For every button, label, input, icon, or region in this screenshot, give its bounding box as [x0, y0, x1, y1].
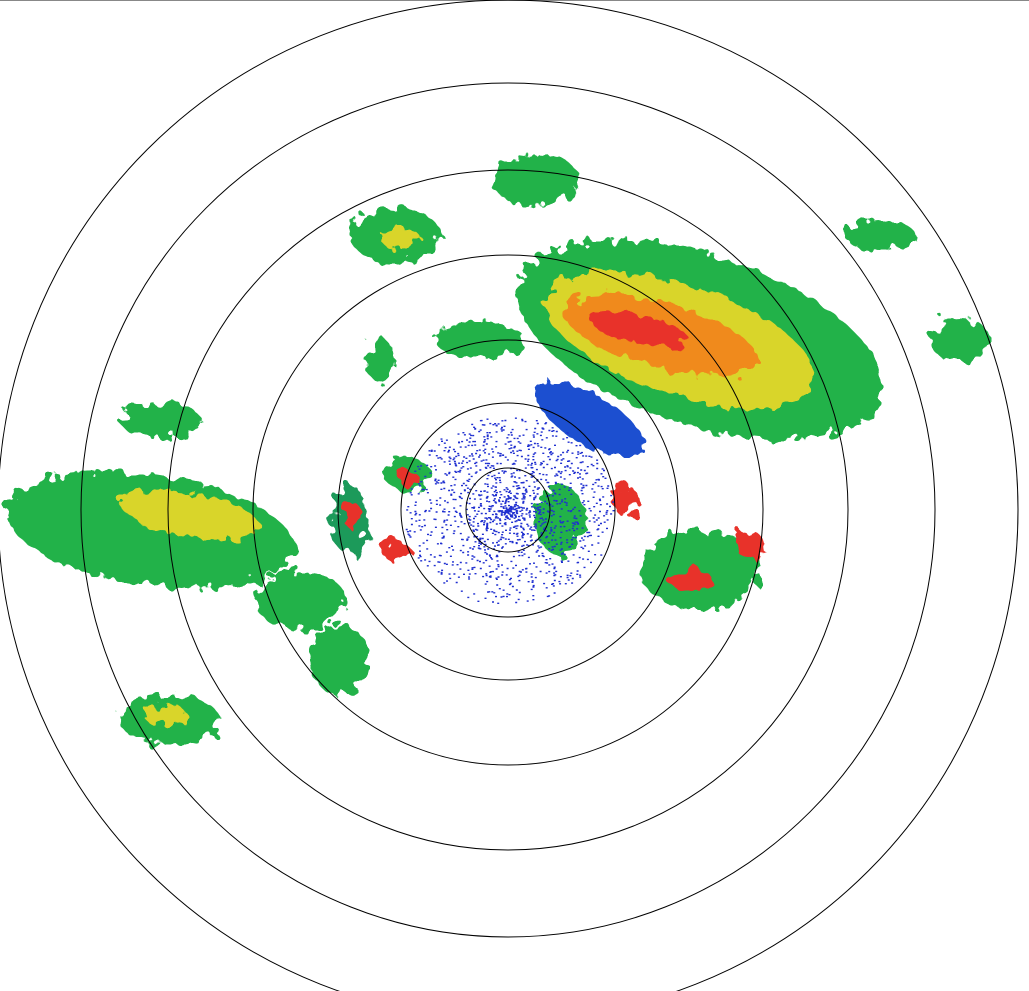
echoes	[6, 155, 990, 745]
echo	[930, 318, 990, 362]
echo	[255, 570, 345, 630]
echo	[398, 470, 418, 486]
echo	[381, 540, 409, 560]
echo	[613, 484, 637, 516]
range-ring	[337, 339, 679, 681]
echo	[490, 155, 580, 205]
echo	[536, 383, 644, 457]
echo	[435, 322, 525, 358]
echo	[366, 338, 394, 382]
range-ring	[80, 82, 936, 938]
echo	[736, 531, 764, 559]
range-ring	[400, 402, 616, 618]
range-ring	[252, 254, 764, 766]
echo	[668, 568, 712, 592]
range-ring	[465, 467, 551, 553]
echo	[845, 220, 915, 250]
echo	[143, 706, 187, 724]
range-ring	[167, 169, 849, 851]
echo	[120, 490, 260, 540]
ground-clutter	[405, 417, 615, 604]
echo	[591, 312, 689, 348]
echo	[310, 625, 370, 695]
echo	[380, 228, 420, 248]
echo	[344, 501, 360, 529]
echo	[120, 402, 200, 438]
